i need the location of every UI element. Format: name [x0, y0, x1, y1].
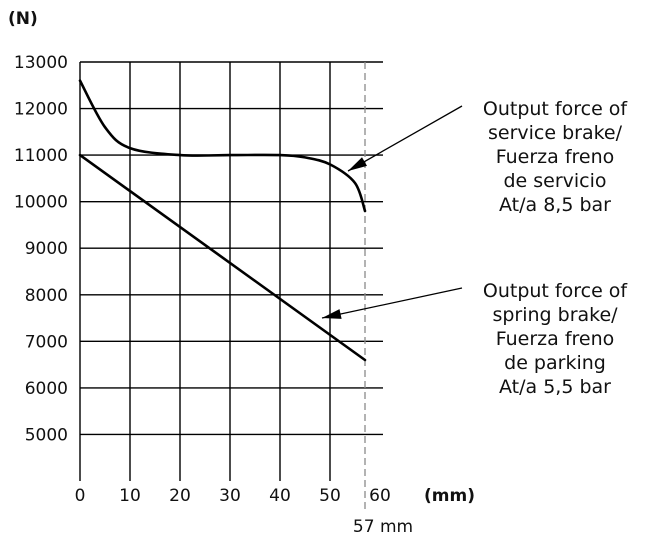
x-tick-label: 60: [369, 486, 391, 506]
marker-label: 57 mm: [353, 517, 413, 537]
y-tick-label: 7000: [25, 332, 68, 352]
annotation-line: spring brake/: [492, 304, 618, 326]
y-tick-label: 6000: [25, 379, 68, 399]
y-tick-label: 9000: [25, 239, 68, 259]
service-brake-arrow-leader: [347, 105, 463, 172]
annotation-line: Fuerza freno: [496, 328, 615, 350]
ticks-layer: 0 10 20 30 40 50 60 13000 12000 11000 10000 9000 800…: [14, 53, 391, 506]
spring-brake-arrow-leader: [321, 287, 463, 319]
spring-brake-arrow: [322, 309, 342, 319]
annotation-line: Output force of: [483, 98, 629, 120]
curves-layer: [78, 79, 367, 362]
grid-layer: [79, 61, 383, 512]
x-tick-label: 40: [269, 486, 291, 506]
annotation-line: de parking: [504, 352, 606, 374]
x-tick-label: 20: [169, 486, 191, 506]
x-tick-label: 50: [319, 486, 341, 506]
service-brake-line: [78, 79, 367, 213]
annotation-line: At/a 8,5 bar: [499, 194, 611, 216]
x-tick-label: 0: [75, 486, 86, 506]
x-axis-label: (mm): [424, 486, 475, 506]
y-axis-label: (N): [8, 9, 38, 29]
y-tick-label: 11000: [14, 146, 68, 166]
annotation-line: Output force of: [483, 280, 629, 302]
y-tick-label: 12000: [14, 100, 68, 120]
y-tick-label: 10000: [14, 193, 68, 213]
service-brake-arrow: [348, 157, 367, 171]
spring-brake-line: [78, 153, 367, 362]
annotation-line: Fuerza freno: [496, 146, 615, 168]
annotation-line: service brake/: [488, 122, 623, 144]
x-tick-label: 30: [219, 486, 241, 506]
y-tick-label: 8000: [25, 286, 68, 306]
annotation-line: At/a 5,5 bar: [499, 376, 611, 398]
x-tick-label: 10: [119, 486, 141, 506]
y-tick-label: 13000: [14, 53, 68, 73]
y-tick-label: 5000: [25, 425, 68, 445]
annotation-line: de servicio: [503, 170, 606, 192]
